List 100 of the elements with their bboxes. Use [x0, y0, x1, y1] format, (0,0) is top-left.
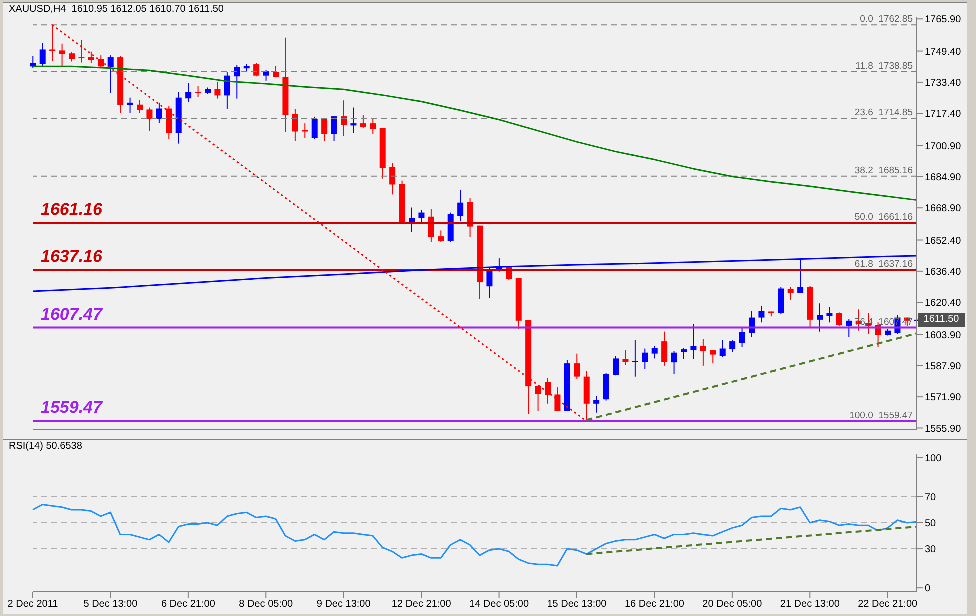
candlestick [263, 69, 270, 82]
x-tick-label: 20 Dec 05:00 [702, 599, 763, 610]
x-tick-label: 12 Dec 21:00 [392, 599, 452, 610]
y-tick-label: 50 [925, 518, 937, 530]
candlestick [690, 324, 697, 360]
candlestick [458, 190, 464, 222]
candlestick [254, 62, 260, 78]
x-tick-label: 16 Dec 21:00 [624, 599, 685, 610]
candlestick [574, 353, 580, 380]
candlestick [554, 387, 561, 412]
x-tick-label: 15 Dec 13:00 [547, 599, 608, 610]
y-tick-label: 1684.90 [925, 172, 962, 184]
candlestick [622, 350, 629, 366]
candlestick [613, 355, 619, 376]
candlestick [156, 102, 162, 124]
candlestick [214, 82, 221, 100]
y-tick-label: 1717.40 [925, 109, 962, 120]
y-tick-label: 1603.90 [925, 330, 962, 342]
candlestick [69, 52, 75, 62]
candlestick [720, 339, 726, 358]
y-tick-label: 0 [925, 584, 931, 595]
x-tick-label: 8 Dec 05:00 [239, 599, 294, 610]
candlestick [632, 339, 638, 378]
candlestick [710, 350, 716, 364]
text: 1611.50 [918, 312, 965, 327]
y-tick-label: 30 [925, 544, 937, 556]
candlestick [127, 97, 134, 114]
candlestick [438, 230, 444, 243]
ref-line-label: 50.0 1661.16 [854, 212, 913, 224]
y-tick-label: 1749.40 [925, 46, 962, 58]
candlestick [59, 43, 66, 67]
x-tick-label: 5 Dec 13:00 [84, 599, 138, 610]
y-tick-label: 1555.90 [925, 424, 962, 435]
candlestick [817, 303, 823, 332]
y-tick-label: 1700.90 [925, 141, 962, 152]
line-series [32, 504, 918, 567]
annotation: 1637.16 [41, 246, 102, 267]
y-tick-label: 1652.40 [925, 236, 962, 247]
y-tick-label: 1668.90 [925, 204, 962, 215]
y-tick-label: 1587.90 [925, 361, 962, 372]
candlestick [292, 108, 298, 142]
candlestick [146, 107, 153, 132]
candlestick [418, 210, 425, 224]
annotation: 1559.47 [41, 398, 102, 418]
candlestick [40, 42, 46, 67]
x-tick-label: 21 Dec 13:00 [780, 599, 840, 610]
candlestick [739, 328, 746, 348]
candlestick [788, 286, 794, 301]
candlestick [234, 64, 240, 100]
candlestick [78, 40, 85, 64]
candlestick [671, 350, 678, 375]
candlestick [846, 318, 852, 338]
candlestick [642, 348, 648, 370]
ref-line-label: 23.6 1714.85 [854, 108, 913, 119]
candlestick [652, 346, 658, 360]
candlestick [186, 82, 192, 103]
candlestick [594, 396, 600, 414]
annotation: 1661.16 [41, 200, 102, 220]
ref-line-label: 61.8 1637.16 [854, 258, 913, 270]
x-tick-label: 9 Dec 13:00 [316, 599, 372, 610]
candlestick [758, 306, 765, 324]
candlestick [195, 86, 202, 98]
y-tick-label: 1620.40 [925, 298, 962, 310]
candlestick [224, 72, 230, 110]
candlestick [545, 378, 551, 404]
x-tick-label: 22 Dec 21:00 [858, 599, 918, 610]
candlestick [662, 331, 668, 366]
y-tick-label: 1636.40 [925, 266, 962, 278]
candlestick [681, 348, 687, 360]
y-tick-label: 1733.40 [925, 78, 962, 90]
chart-title: XAUUSD,H4 1610.95 1612.05 1610.70 1611.50 [9, 4, 224, 15]
candlestick [370, 118, 376, 135]
candlestick [836, 312, 842, 326]
candlestick [730, 340, 736, 353]
candlestick [137, 100, 143, 114]
y-tick-label: 1571.90 [925, 392, 962, 404]
y-tick-label: 1765.90 [925, 14, 962, 26]
y-tick-label: 70 [925, 492, 937, 504]
candlestick [700, 338, 706, 366]
x-tick-label: 2 Dec 2011 [8, 599, 59, 610]
candlestick [360, 114, 366, 129]
candlestick [390, 163, 396, 196]
candlestick [108, 55, 114, 94]
candlestick [88, 51, 94, 64]
candlestick [312, 116, 318, 140]
candlestick [322, 118, 328, 142]
y-tick-label: 100 [925, 453, 942, 464]
candlestick [535, 385, 542, 412]
ref-line-label: 0.0 1762.85 [860, 14, 913, 26]
candlestick [428, 208, 434, 243]
chart-title: RSI(14) 50.6538 [9, 441, 82, 452]
ref-line-label: 38.2 1685.16 [854, 165, 913, 176]
candlestick [98, 55, 104, 69]
x-tick-label: 14 Dec 05:00 [470, 599, 530, 610]
candlestick [350, 107, 357, 134]
ref-line-label: 100.0 1559.47 [850, 410, 913, 422]
candlestick [273, 66, 279, 78]
annotation: 1607.47 [41, 304, 102, 325]
x-tick-label: 6 Dec 21:00 [161, 599, 216, 610]
candlestick [331, 116, 338, 142]
